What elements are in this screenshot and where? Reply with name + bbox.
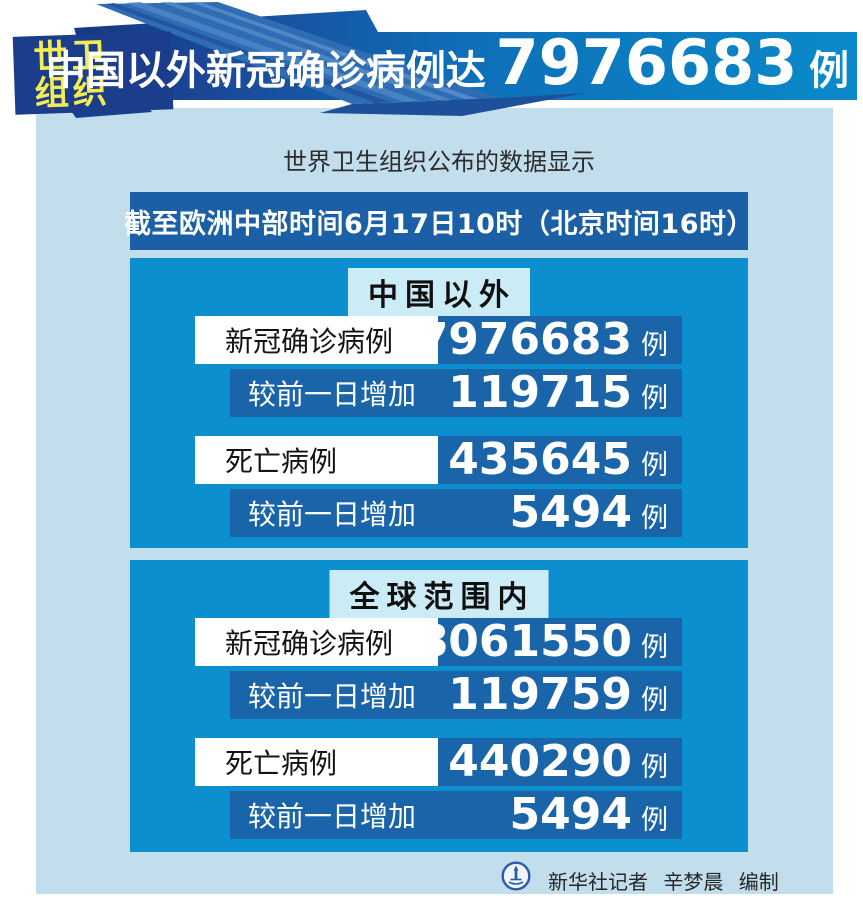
stat-value: 8061550 [417, 616, 632, 667]
stat-value-box: 8061550 例 [418, 618, 682, 666]
who-badge: 世卫 组织 [12, 31, 174, 115]
xinhua-logo-icon [501, 861, 531, 891]
stat-value: 5494 [509, 789, 632, 840]
stat-unit: 例 [641, 450, 668, 481]
stat-label: 死亡病例 [195, 436, 438, 484]
stat-label: 新冠确诊病例 [195, 316, 438, 364]
stat-value-box: 440290 例 [438, 738, 682, 786]
panel-title-badge: 全球范围内 [329, 570, 549, 620]
stat-unit: 例 [641, 685, 668, 716]
stat-value: 119715 [448, 367, 632, 418]
stat-label: 较前一日增加 [248, 800, 417, 833]
stat-value: 7976683 [417, 314, 632, 365]
stat-label: 新冠确诊病例 [195, 618, 438, 666]
stat-value-box: 435645 例 [438, 436, 682, 484]
increase-box: 较前一日增加 5494 例 [230, 791, 682, 839]
stat-unit: 例 [641, 752, 668, 783]
increase-box: 较前一日增加 5494 例 [230, 489, 682, 537]
timestamp-bar: 截至欧洲中部时间6月17日10时（北京时间16时） [124, 192, 754, 250]
stat-unit: 例 [641, 330, 668, 361]
stat-label: 较前一日增加 [248, 680, 417, 713]
stat-value: 440290 [448, 736, 632, 787]
headline-text: 中国以外新冠确诊病例达 7976683 例 [46, 26, 849, 99]
panel-title-badge: 中国以外 [348, 268, 530, 318]
stat-value: 5494 [509, 487, 632, 538]
stat-unit: 例 [641, 632, 668, 663]
stat-unit: 例 [641, 805, 668, 836]
credit-line: 新华社记者 辛梦晨 编制 [548, 870, 779, 894]
header-banner: 世卫 组织 中国以外新冠确诊病例达 7976683 例 [12, 2, 857, 118]
who-badge-line1: 世卫 [33, 35, 110, 78]
stat-label: 较前一日增加 [248, 498, 417, 531]
stat-value-box: 7976683 例 [418, 316, 682, 364]
increase-box: 较前一日增加 119715 例 [230, 369, 682, 417]
who-badge-line2: 组织 [34, 71, 111, 114]
panel-global: 全球范围内 新冠确诊病例 8061550 例 较前一日增加 119759 例 死… [130, 560, 748, 852]
panel-outside-china: 中国以外 新冠确诊病例 7976683 例 较前一日增加 119715 例 死亡… [130, 258, 748, 548]
stat-value: 435645 [448, 434, 632, 485]
stat-unit: 例 [641, 383, 668, 414]
subtitle: 世界卫生组织公布的数据显示 [283, 148, 595, 176]
stat-label: 死亡病例 [195, 738, 438, 786]
increase-box: 较前一日增加 119759 例 [230, 671, 682, 719]
stat-unit: 例 [641, 503, 668, 534]
stat-value: 119759 [448, 669, 632, 720]
stat-label: 较前一日增加 [248, 378, 417, 411]
